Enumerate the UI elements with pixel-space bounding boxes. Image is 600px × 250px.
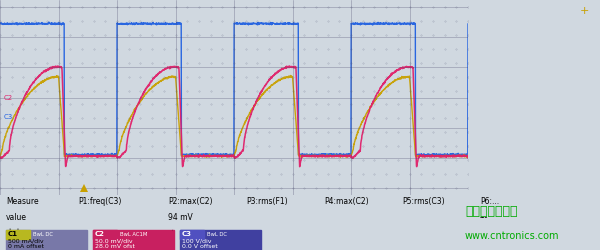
- Text: BwL AC1M: BwL AC1M: [120, 232, 147, 237]
- Text: +: +: [580, 6, 590, 16]
- Bar: [180, 230, 204, 239]
- Text: www.cntronics.com: www.cntronics.com: [465, 231, 560, 241]
- Text: P5:rms(C3): P5:rms(C3): [402, 197, 445, 206]
- Text: C2: C2: [94, 231, 104, 237]
- Text: 100 V/div: 100 V/div: [182, 239, 212, 244]
- Text: 电子元件技术网: 电子元件技术网: [465, 205, 517, 218]
- Text: ---: ---: [480, 213, 488, 222]
- Text: BwL DC: BwL DC: [207, 232, 227, 237]
- Text: 50.0 mV/div: 50.0 mV/div: [95, 239, 133, 244]
- Text: 0 mA offset: 0 mA offset: [8, 244, 44, 249]
- Bar: [32, 230, 85, 239]
- Text: P2:max(C2): P2:max(C2): [168, 197, 212, 206]
- Bar: [93, 230, 118, 239]
- Text: BwL DC: BwL DC: [33, 232, 53, 237]
- Text: status: status: [6, 228, 30, 237]
- Text: P1:freq(C3): P1:freq(C3): [78, 197, 121, 206]
- Text: P4:max(C2): P4:max(C2): [324, 197, 368, 206]
- Bar: [180, 230, 261, 250]
- Text: 500 mA/div: 500 mA/div: [8, 239, 44, 244]
- Text: 28.0 mV ofst: 28.0 mV ofst: [95, 244, 136, 249]
- Bar: [206, 230, 259, 239]
- Text: value: value: [6, 213, 27, 222]
- Bar: [93, 230, 174, 250]
- Bar: [6, 230, 30, 239]
- Text: 0.0 V offset: 0.0 V offset: [182, 244, 218, 249]
- Bar: [119, 230, 172, 239]
- Text: Measure: Measure: [6, 197, 38, 206]
- Text: ✓: ✓: [168, 228, 175, 237]
- Text: C2: C2: [4, 94, 13, 100]
- Text: C3: C3: [181, 231, 191, 237]
- Text: P3:rms(F1): P3:rms(F1): [246, 197, 287, 206]
- Text: C1: C1: [7, 231, 17, 237]
- Text: 94 mV: 94 mV: [168, 213, 193, 222]
- Text: C3: C3: [4, 114, 13, 120]
- Bar: [6, 230, 87, 250]
- Text: P6:...: P6:...: [480, 197, 499, 206]
